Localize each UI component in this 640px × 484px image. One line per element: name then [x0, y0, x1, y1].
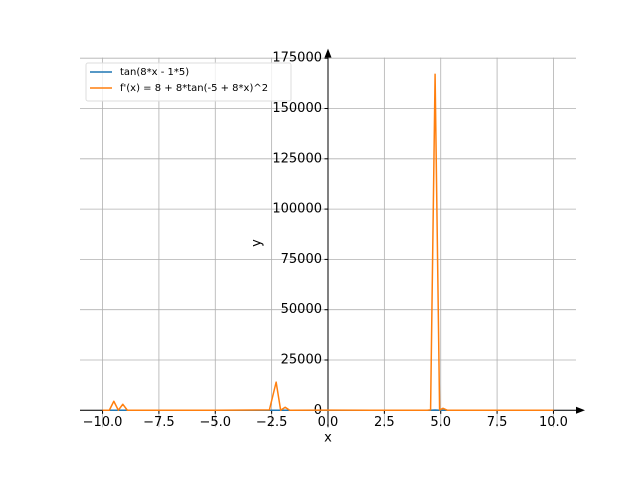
y-tick-label: 150000 [272, 101, 322, 116]
x-tick-label: −10.0 [83, 415, 123, 430]
x-tick-label: 10.0 [539, 415, 568, 430]
y-arrow [325, 49, 332, 58]
y-tick-label: 25000 [281, 353, 322, 368]
y-tick-label: 50000 [281, 302, 322, 317]
x-tick-label: −2.5 [256, 415, 288, 430]
legend-label: tan(8*x - 1*5) [120, 67, 189, 78]
x-arrow [576, 407, 585, 414]
y-tick-label: 125000 [272, 151, 322, 166]
y-tick-label: 100000 [272, 202, 322, 217]
x-tick-label: 2.5 [374, 415, 395, 430]
legend-label: f'(x) = 8 + 8*tan(-5 + 8*x)^2 [120, 83, 268, 94]
x-tick-label: −7.5 [143, 415, 175, 430]
x-axis-label: x [324, 431, 332, 446]
x-tick-label: −5.0 [199, 415, 231, 430]
y-axis-label: y [250, 239, 265, 247]
x-tick-label: 7.5 [487, 415, 508, 430]
legend: tan(8*x - 1*5) f'(x) = 8 + 8*tan(-5 + 8*x… [86, 63, 291, 101]
y-tick-label: 75000 [281, 252, 322, 267]
x-tick-label: 5.0 [430, 415, 451, 430]
